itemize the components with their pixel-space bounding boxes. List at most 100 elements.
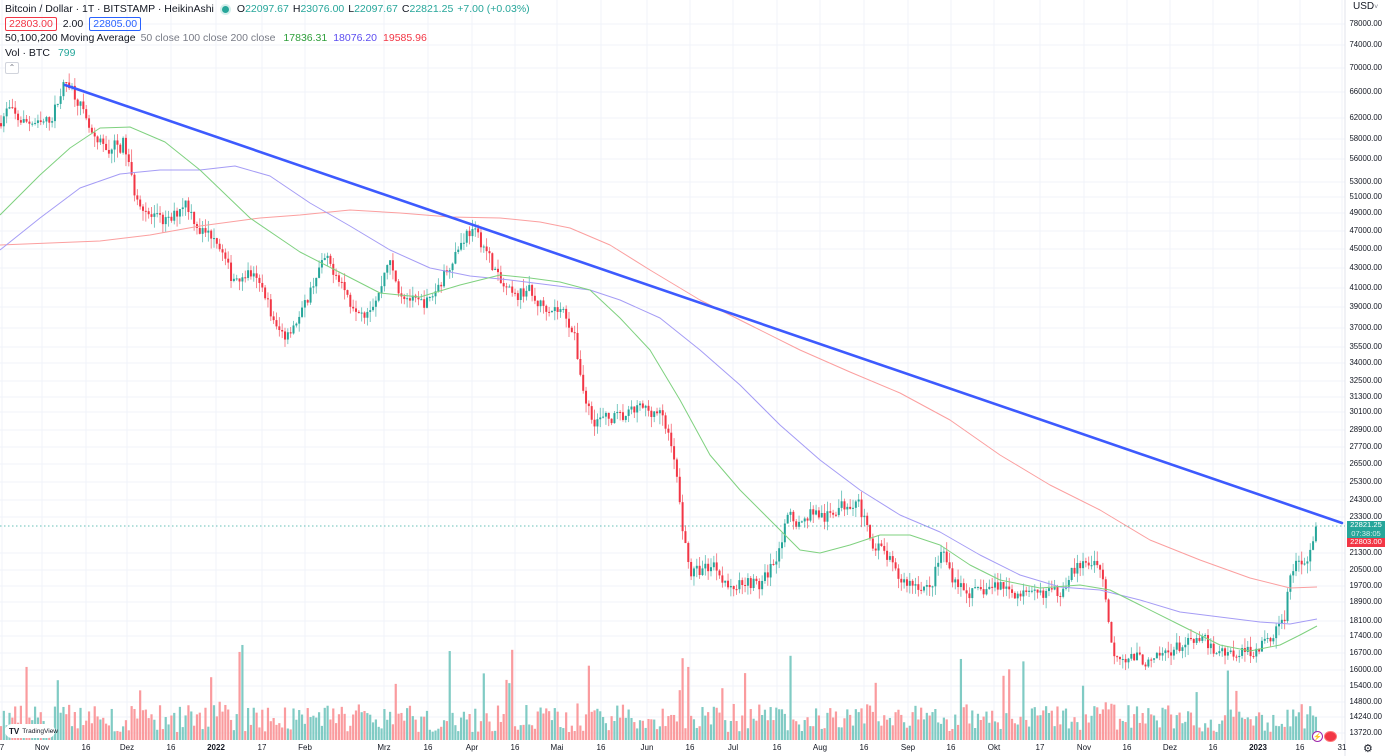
price-tick-label: 70000.00 bbox=[1349, 63, 1382, 72]
sell-button[interactable]: 22803.00 bbox=[5, 16, 57, 31]
time-tick-label: 17 bbox=[1035, 743, 1045, 752]
time-tick-label: Jul bbox=[727, 743, 739, 752]
open-value: 22097.67 bbox=[245, 3, 289, 16]
time-tick-label: Jun bbox=[640, 743, 654, 752]
time-tick-label: 2022 bbox=[207, 743, 225, 752]
price-tick-label: 21300.00 bbox=[1349, 548, 1382, 557]
low-label: L bbox=[348, 3, 355, 16]
time-tick-label: 16 bbox=[1295, 743, 1305, 752]
symbol-title[interactable]: Bitcoin / Dollar · 1T · BITSTAMP · Heiki… bbox=[5, 3, 214, 16]
gear-icon[interactable]: ⚙ bbox=[1363, 743, 1373, 755]
last-price-tag: 22821.25 07:38:05 bbox=[1347, 520, 1385, 538]
price-tick-label: 49000.00 bbox=[1349, 208, 1382, 217]
price-tick-label: 37000.00 bbox=[1349, 323, 1382, 332]
time-tick-label: 2023 bbox=[1249, 743, 1267, 752]
price-tick-label: 24300.00 bbox=[1349, 495, 1382, 504]
price-tick-label: 53000.00 bbox=[1349, 177, 1382, 186]
collapse-legend-button[interactable]: ⌃ bbox=[5, 62, 19, 74]
high-label: H bbox=[292, 3, 301, 16]
buy-button[interactable]: 22805.00 bbox=[89, 16, 142, 31]
time-tick-label: Dez bbox=[1162, 743, 1178, 752]
time-tick-label: 16 bbox=[1208, 743, 1218, 752]
price-tick-label: 26500.00 bbox=[1349, 459, 1382, 468]
time-tick-label: 16 bbox=[772, 743, 782, 752]
volume-legend-row[interactable]: Vol · BTC 799 bbox=[5, 46, 534, 61]
price-tick-label: 13720.00 bbox=[1349, 728, 1382, 737]
bar-countdown: 07:38:05 bbox=[1351, 528, 1381, 538]
time-tick-label: 16 bbox=[685, 743, 695, 752]
price-tick-label: 74000.00 bbox=[1349, 40, 1382, 49]
time-tick-label: Mai bbox=[550, 743, 564, 752]
time-tick-label: Nov bbox=[1076, 743, 1092, 752]
close-value: 22821.25 bbox=[409, 3, 454, 16]
price-tick-label: 66000.00 bbox=[1349, 87, 1382, 96]
symbol-row: Bitcoin / Dollar · 1T · BITSTAMP · Heiki… bbox=[5, 2, 534, 17]
spread-value: 2.00 bbox=[62, 17, 84, 30]
chevron-down-icon: ˅ bbox=[1374, 4, 1379, 11]
ma100-value: 18076.20 bbox=[333, 32, 378, 45]
time-tick-label: Nov bbox=[34, 743, 50, 752]
price-tick-label: 15400.00 bbox=[1349, 681, 1382, 690]
us-flag-icon[interactable] bbox=[1324, 731, 1337, 742]
ma50-value: 17836.31 bbox=[283, 32, 328, 45]
price-tick-label: 43000.00 bbox=[1349, 263, 1382, 272]
time-tick-label: 7 bbox=[0, 743, 5, 752]
time-tick-label: 16 bbox=[423, 743, 433, 752]
ma-indicator-name: 50,100,200 Moving Average bbox=[5, 32, 136, 45]
open-label: O bbox=[236, 3, 246, 16]
price-tick-label: 28900.00 bbox=[1349, 425, 1382, 434]
lightning-icon[interactable]: ⚡ bbox=[1312, 731, 1323, 742]
last-price-value: 22821.25 bbox=[1350, 520, 1382, 529]
close-label: C bbox=[401, 3, 410, 16]
price-tick-label: 14240.00 bbox=[1349, 712, 1382, 721]
time-tick-label: 16 bbox=[1122, 743, 1132, 752]
time-tick-label: 16 bbox=[946, 743, 956, 752]
price-tick-label: 14800.00 bbox=[1349, 697, 1382, 706]
price-tick-label: 31300.00 bbox=[1349, 392, 1382, 401]
time-tick-label: Dez bbox=[119, 743, 135, 752]
bid-ask-row: 22803.00 2.00 22805.00 bbox=[5, 16, 534, 32]
bid-price-tag: 22803.00 bbox=[1347, 537, 1385, 547]
price-tick-label: 35500.00 bbox=[1349, 342, 1382, 351]
price-tick-label: 16700.00 bbox=[1349, 648, 1382, 657]
price-tick-label: 56000.00 bbox=[1349, 154, 1382, 163]
ma-indicator-params: 50 close 100 close 200 close bbox=[140, 32, 276, 45]
high-value: 23076.00 bbox=[300, 3, 345, 16]
currency-label: USD bbox=[1353, 1, 1375, 12]
price-tick-label: 27700.00 bbox=[1349, 442, 1382, 451]
price-tick-label: 19700.00 bbox=[1349, 581, 1382, 590]
time-tick-label: 16 bbox=[596, 743, 606, 752]
time-tick-label: Okt bbox=[987, 743, 1001, 752]
ma-legend-row[interactable]: 50,100,200 Moving Average 50 close 100 c… bbox=[5, 31, 534, 46]
time-tick-label: 17 bbox=[257, 743, 267, 752]
price-tick-label: 32500.00 bbox=[1349, 376, 1382, 385]
low-value: 22097.67 bbox=[354, 3, 398, 16]
tradingview-logo[interactable]: TV TradingView bbox=[5, 724, 58, 738]
price-tick-label: 39000.00 bbox=[1349, 302, 1382, 311]
change-value: +7.00 (+0.03%) bbox=[457, 3, 530, 16]
volume-value: 799 bbox=[57, 46, 76, 59]
time-tick-label: 31 bbox=[1337, 743, 1347, 752]
time-tick-label: Mrz bbox=[377, 743, 391, 752]
currency-selector[interactable]: USD˅ bbox=[1353, 1, 1378, 12]
time-tick-label: Feb bbox=[298, 743, 312, 752]
price-tick-label: 30100.00 bbox=[1349, 407, 1382, 416]
price-tick-label: 45000.00 bbox=[1349, 244, 1382, 253]
price-tick-label: 20500.00 bbox=[1349, 565, 1382, 574]
time-tick-label: 16 bbox=[81, 743, 91, 752]
ma200-value: 19585.96 bbox=[383, 32, 427, 45]
price-tick-label: 18100.00 bbox=[1349, 616, 1382, 625]
time-tick-label: Aug bbox=[812, 743, 828, 752]
price-tick-label: 78000.00 bbox=[1349, 19, 1382, 28]
chevron-up-icon: ⌃ bbox=[8, 63, 16, 72]
time-tick-label: 16 bbox=[859, 743, 869, 752]
price-tick-label: 41000.00 bbox=[1349, 283, 1382, 292]
time-tick-label: Apr bbox=[465, 743, 479, 752]
volume-indicator-name: Vol · BTC bbox=[5, 46, 50, 59]
tradingview-mark-icon: TV bbox=[9, 726, 20, 736]
price-tick-label: 51000.00 bbox=[1349, 192, 1382, 201]
time-tick-label: 16 bbox=[510, 743, 520, 752]
price-tick-label: 23300.00 bbox=[1349, 512, 1382, 521]
chart-legend: Bitcoin / Dollar · 1T · BITSTAMP · Heiki… bbox=[5, 2, 534, 74]
